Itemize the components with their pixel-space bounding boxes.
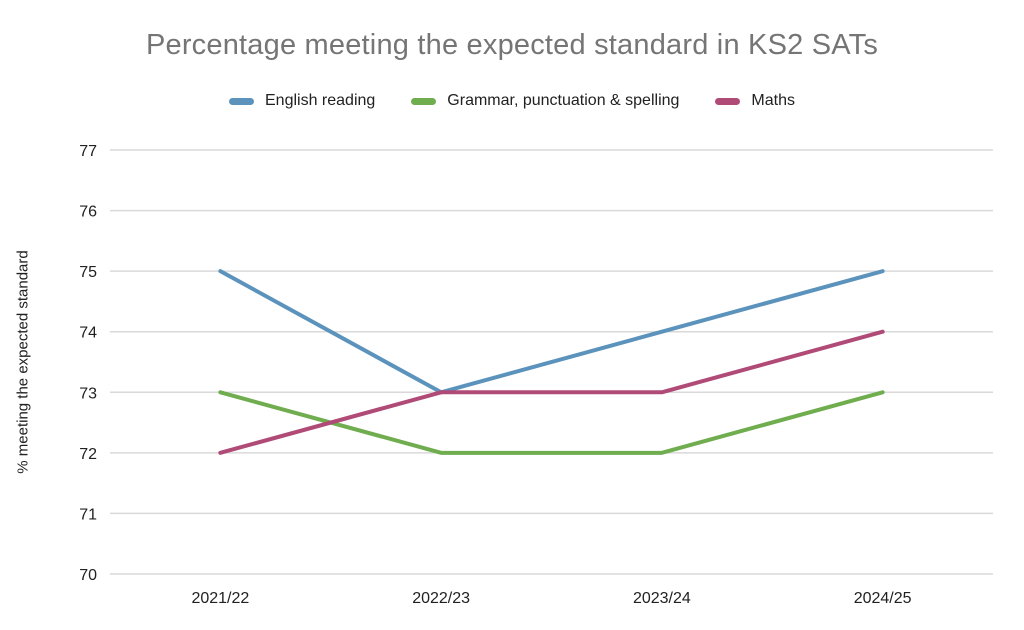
legend-label-maths: Maths — [751, 92, 795, 109]
y-tick-label-72: 72 — [79, 446, 97, 463]
y-tick-label-75: 75 — [79, 264, 97, 281]
x-tick-label-2024-25: 2024/25 — [854, 590, 912, 607]
legend-swatch-english-reading — [229, 97, 254, 105]
y-tick-label-73: 73 — [79, 385, 97, 402]
y-tick-label-71: 71 — [79, 506, 97, 523]
legend-item-english-reading: English reading — [229, 92, 375, 110]
y-tick-label-70: 70 — [79, 567, 97, 584]
y-tick-label-76: 76 — [79, 204, 97, 221]
chart-title: Percentage meeting the expected standard… — [145, 29, 879, 61]
x-tick-label-2021-22: 2021/22 — [191, 590, 249, 607]
chart-legend: English reading Grammar, punctuation & s… — [0, 92, 1024, 110]
legend-label-english-reading: English reading — [265, 92, 376, 109]
y-tick-label-77: 77 — [79, 143, 97, 160]
series-line-grammar-punctuation-spelling — [218, 390, 885, 455]
x-tick-label-2023-24: 2023/24 — [633, 590, 691, 607]
legend-swatch-maths — [715, 97, 741, 105]
series-line-maths — [218, 329, 885, 455]
legend-item-grammar-punctuation-spelling: Grammar, punctuation & spelling — [411, 92, 679, 110]
x-tick-label-2022-23: 2022/23 — [412, 590, 470, 607]
legend-label-grammar-punctuation-spelling: Grammar, punctuation & spelling — [447, 92, 680, 109]
series-line-english-reading — [218, 269, 885, 395]
y-tick-label-74: 74 — [79, 325, 97, 342]
legend-item-maths: Maths — [715, 92, 795, 110]
legend-swatch-grammar-punctuation-spelling — [411, 97, 437, 105]
